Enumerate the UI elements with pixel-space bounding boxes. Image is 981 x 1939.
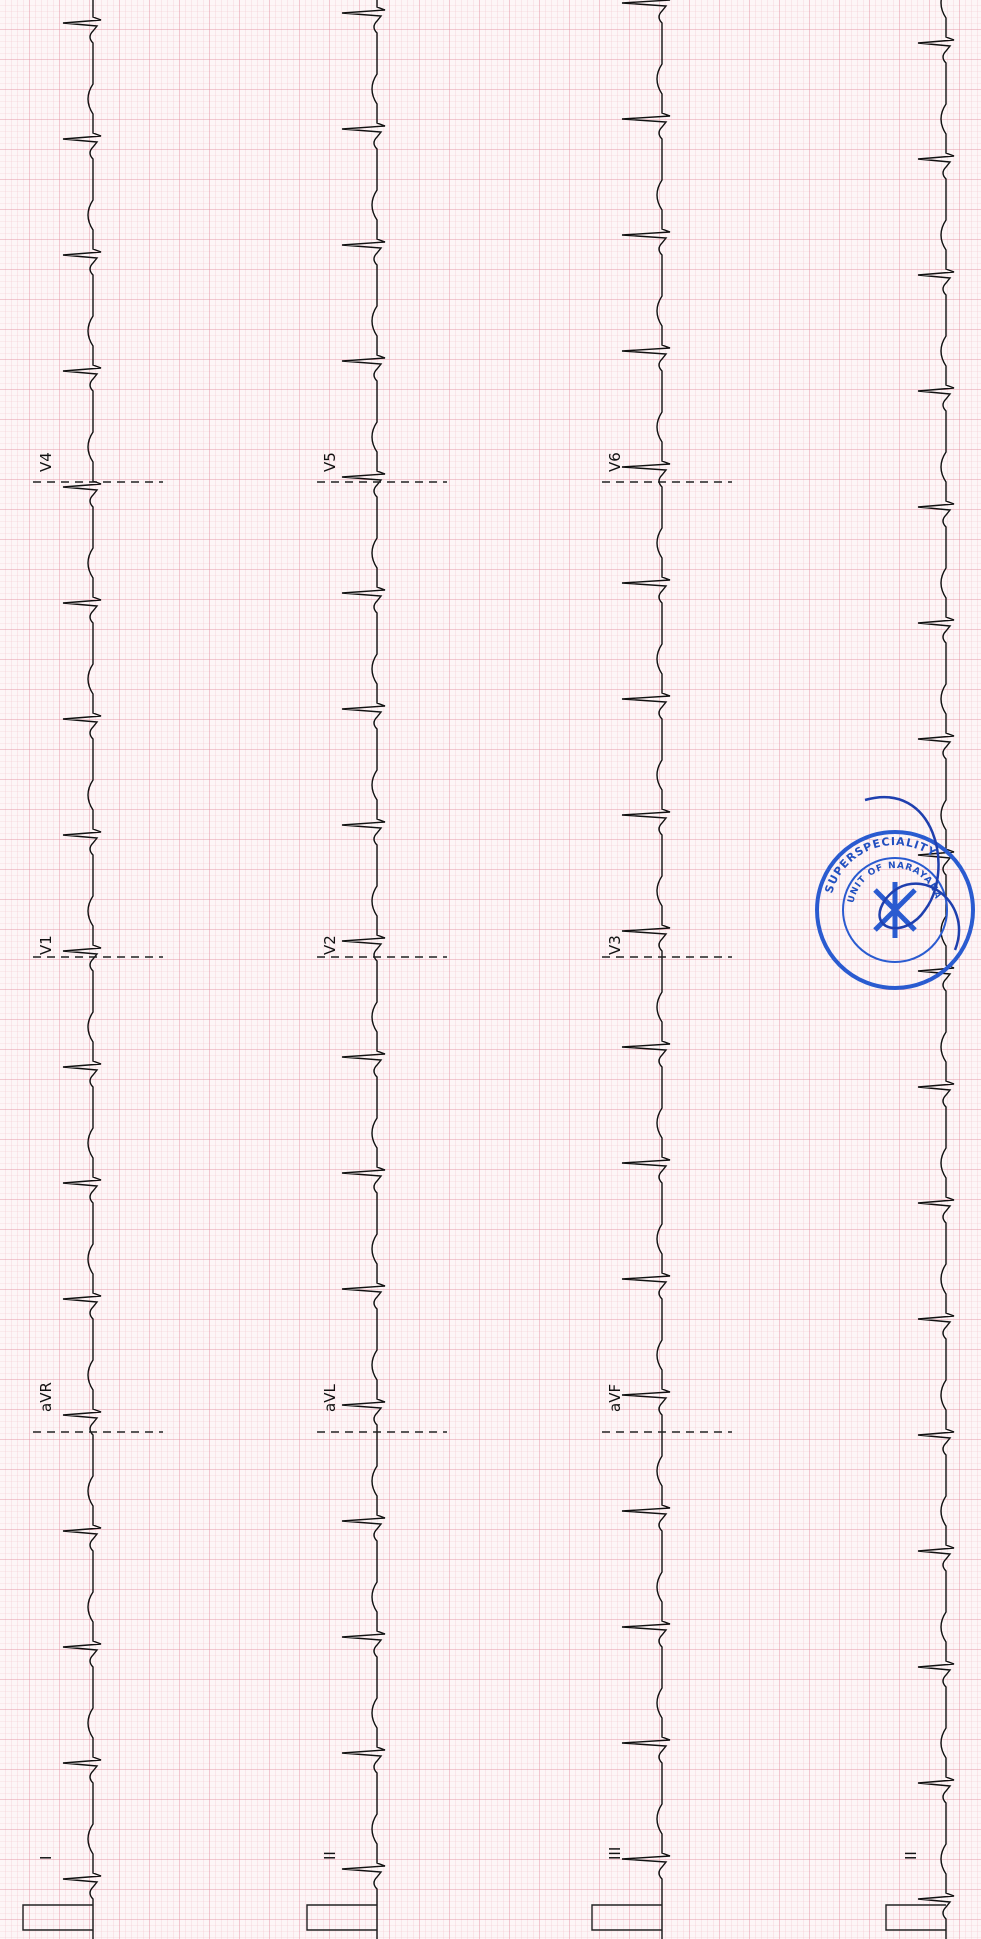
lead-label: aVL <box>321 1384 339 1412</box>
calibration-pulse <box>885 1904 946 1931</box>
lead-label: V4 <box>37 452 55 472</box>
stamp-ring <box>815 830 975 990</box>
ecg-trace <box>621 0 671 1939</box>
calibration-pulse <box>306 1904 377 1931</box>
ecg-trace <box>341 0 386 1939</box>
lead-label: II <box>321 1851 339 1860</box>
ecg-trace <box>62 0 102 1939</box>
signature <box>864 796 961 951</box>
lead-label: aVR <box>37 1382 55 1412</box>
lead-label: I <box>37 1856 55 1860</box>
stamp-inner <box>842 857 948 963</box>
calibration-pulse <box>22 1904 93 1931</box>
calibration-pulse <box>591 1904 662 1931</box>
lead-label: II <box>902 1851 920 1860</box>
lead-label: V6 <box>606 452 624 472</box>
lead-label: V3 <box>606 935 624 955</box>
traces <box>22 0 955 1939</box>
lead-label: V5 <box>321 452 339 472</box>
lead-label: aVF <box>606 1384 624 1412</box>
lead-label: V2 <box>321 935 339 955</box>
lead-label: III <box>606 1847 624 1860</box>
lead-label: V1 <box>37 935 55 955</box>
ecg-trace <box>917 0 955 1939</box>
